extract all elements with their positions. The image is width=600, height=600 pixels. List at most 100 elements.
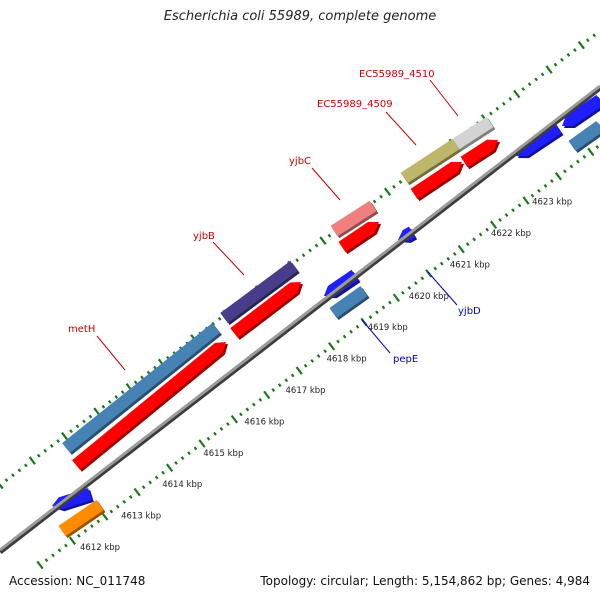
outer-tick-mark [140,375,144,380]
inner-tick-mark [490,220,498,230]
outer-tick-mark [585,38,590,43]
scale-label-4615: 4615 kbp [203,449,243,459]
pepE-gene-body [329,285,368,319]
map-title: Escherichia coli 55989, complete genome [163,9,437,24]
inner-tick-mark [517,203,522,208]
outer-tick-mark [489,111,493,116]
reverse-cds-right-2 [562,94,600,129]
outer-tick-mark [379,194,383,199]
inner-tick-mark [498,218,502,222]
inner-tick-mark [550,179,554,183]
inner-tick-mark [154,475,159,480]
outer-tick-mark [372,199,377,204]
outer-tick-mark [101,404,106,409]
inner-tick-mark [180,456,185,461]
inner-tick-mark [446,256,451,261]
inner-tick-mark [310,358,314,363]
scale-label-4622: 4622 kbp [491,229,531,239]
outer-tick-mark [146,370,151,375]
inner-tick-mark [166,463,174,473]
inner-tick-mark [457,244,465,254]
outer-tick-mark [114,395,119,399]
EC55989_4510-leader [429,79,459,117]
gene-label-pepE: pepE [393,354,418,365]
outer-tick-mark [88,414,93,419]
inner-tick-mark [439,261,444,266]
EC55989_4509-cds [410,161,464,202]
inner-tick-mark [193,446,198,451]
inner-tick-mark [115,504,120,509]
backbone-shadow [0,86,600,554]
EC55989_4510-gene-body [452,116,494,150]
inner-tick-mark [44,558,49,563]
inner-tick-mark [252,402,256,407]
outer-tick-mark [43,448,48,453]
gene-label-metH: metH [68,324,95,335]
outer-tick-mark [508,96,513,101]
metH-cds-body [72,342,226,470]
yjbC-gene [330,200,379,239]
outer-tick-mark [545,65,553,74]
scale-label-4616: 4616 kbp [244,417,284,427]
inner-tick-mark [595,145,600,149]
metH-gene [62,323,222,455]
inner-tick-mark [511,208,515,213]
inner-tick-mark [263,390,271,400]
yjbD-leader [427,271,458,306]
gene-label-EC55989_4510: EC55989_4510 [359,69,435,80]
inner-tick-mark [89,524,94,529]
inner-tick-mark [51,553,55,558]
outer-tick-mark [23,463,28,468]
inner-tick-mark [226,422,230,426]
inner-tick-mark [68,536,76,545]
reverse-gene-right-body [568,120,600,152]
yjbB-leader [212,241,245,276]
inner-tick-mark [563,169,567,174]
outer-tick-mark [534,77,538,82]
outer-tick-mark [540,72,545,77]
reverse-cds-right-1-body [516,122,562,157]
outer-tick-mark [217,316,222,321]
inner-tick-mark [239,412,243,417]
gene-features [52,94,600,539]
inner-tick-mark [148,480,152,485]
outer-tick-mark [314,243,319,248]
inner-tick-mark [64,543,68,548]
gene-label-yjbB: yjbB [193,231,215,242]
gene-label-yjbC: yjbC [289,156,311,167]
inner-tick-mark [368,315,373,320]
inner-tick-row [36,145,600,570]
outer-tick-mark [17,468,22,473]
EC55989_4509-leader [385,111,417,146]
EC55989_4509-cds-body [410,161,462,200]
outer-tick-mark [327,233,332,238]
reverse-cds-right-2-body [562,94,600,127]
outer-tick-mark [383,187,392,197]
inner-tick-mark [198,439,206,448]
inner-tick-mark [36,560,44,570]
outer-tick-mark [501,101,506,106]
inner-tick-mark [77,533,81,538]
genome-backbone [0,84,600,552]
inner-tick-mark [465,242,470,247]
inner-tick-mark [478,232,483,237]
outer-tick-mark [577,40,585,50]
inner-tick-mark [522,196,530,205]
outer-tick-mark [513,89,521,99]
scale-label-4614: 4614 kbp [162,480,202,490]
outer-tick-mark [11,473,15,478]
yjbC-cds-body [338,221,379,253]
outer-tick-mark [69,429,73,434]
scale-label-4618: 4618 kbp [327,355,367,365]
metH-gene-body [62,323,220,453]
inner-tick-mark [485,227,489,232]
outer-tick-mark [527,82,532,87]
outer-tick-mark [319,236,327,245]
pepE-gene [329,285,370,321]
inner-tick-mark [569,164,574,169]
outer-tick-mark [0,483,4,490]
label-leaders [96,79,459,371]
inner-tick-mark [290,373,295,378]
gene-labels: metH yjbB yjbC EC55989_4509 EC55989_4510 pepE… [68,69,481,365]
inner-tick-mark [530,193,535,198]
